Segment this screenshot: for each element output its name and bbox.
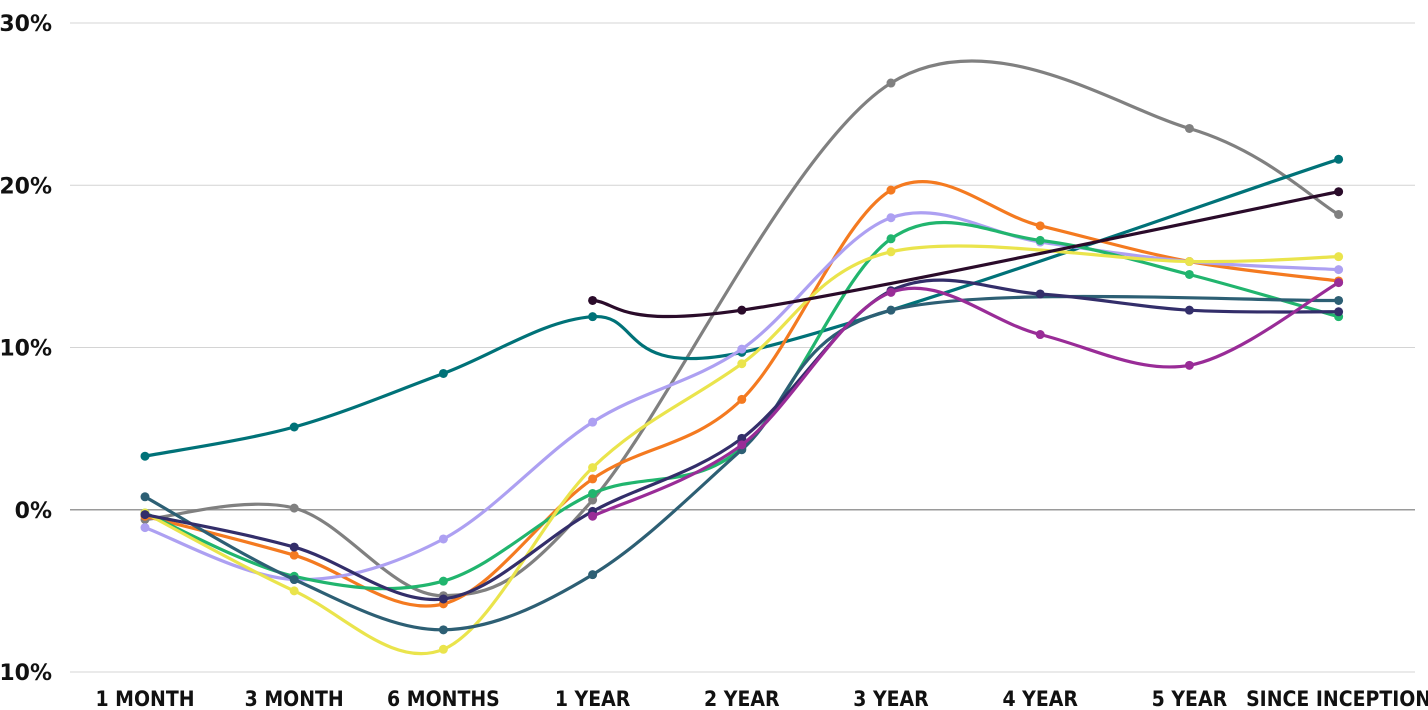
data-point — [140, 523, 150, 533]
data-point — [1334, 295, 1344, 305]
data-point — [588, 474, 598, 484]
data-point — [737, 344, 747, 354]
series-3 — [140, 179, 1344, 609]
x-tick-label: 5 YEAR — [1152, 687, 1228, 710]
data-point — [886, 247, 896, 257]
data-point — [737, 433, 747, 443]
series-10 — [588, 187, 1344, 319]
data-point — [438, 644, 448, 654]
data-point — [886, 234, 896, 244]
data-point — [1035, 289, 1045, 299]
data-point — [737, 305, 747, 315]
series-2 — [140, 154, 1344, 461]
data-point — [737, 394, 747, 404]
data-point — [289, 586, 299, 596]
series-7 — [140, 294, 1344, 635]
data-point — [1334, 187, 1344, 197]
data-point — [140, 451, 150, 461]
data-point — [588, 570, 598, 580]
series-line — [143, 59, 1341, 598]
series-line — [143, 179, 1341, 608]
y-tick-label: 20% — [0, 174, 52, 199]
data-point — [1035, 235, 1045, 245]
series-layer — [140, 59, 1344, 656]
data-point — [886, 185, 896, 195]
data-point — [438, 625, 448, 635]
data-point — [1184, 305, 1194, 315]
x-tick-label: 3 YEAR — [853, 687, 929, 710]
y-tick-label: 0% — [15, 499, 52, 524]
data-point — [1334, 252, 1344, 262]
data-point — [588, 489, 598, 499]
data-point — [438, 594, 448, 604]
data-point — [289, 503, 299, 513]
data-point — [289, 542, 299, 552]
series-9 — [588, 278, 1344, 521]
data-point — [1334, 209, 1344, 219]
y-tick-label: 30% — [0, 12, 52, 37]
data-point — [588, 463, 598, 473]
data-point — [438, 576, 448, 586]
data-point — [1035, 330, 1045, 340]
data-point — [588, 417, 598, 427]
series-line — [143, 244, 1341, 656]
data-point — [737, 440, 747, 450]
y-tick-label: -10% — [0, 661, 52, 686]
data-point — [886, 78, 896, 88]
x-axis: 1 MONTH 3 MONTH 6 MONTHS 1 YEAR 2 YEAR 3 YEAR… — [95, 687, 1428, 710]
series-line — [591, 281, 1341, 518]
data-point — [438, 534, 448, 544]
series-line — [143, 220, 1341, 591]
data-point — [1334, 265, 1344, 275]
series-6 — [140, 244, 1344, 656]
data-point — [588, 511, 598, 521]
series-line — [591, 190, 1341, 319]
series-1 — [140, 59, 1344, 601]
data-point — [588, 312, 598, 322]
x-tick-label: 3 MONTH — [245, 687, 344, 710]
data-point — [1184, 360, 1194, 370]
data-point — [588, 295, 598, 305]
data-point — [886, 213, 896, 223]
data-point — [737, 359, 747, 369]
data-point — [289, 550, 299, 560]
data-point — [1184, 269, 1194, 279]
y-axis: -10% 0% 10% 20% 30% — [0, 12, 52, 686]
data-point — [1184, 123, 1194, 133]
data-point — [886, 305, 896, 315]
data-point — [140, 510, 150, 520]
series-5 — [140, 220, 1344, 591]
data-point — [886, 287, 896, 297]
data-point — [438, 368, 448, 378]
data-point — [289, 422, 299, 432]
x-tick-label: 2 YEAR — [704, 687, 780, 710]
data-point — [1334, 278, 1344, 288]
x-tick-label: 1 YEAR — [555, 687, 631, 710]
data-point — [1184, 257, 1194, 267]
data-point — [588, 495, 598, 505]
x-tick-label: SINCE INCEPTION — [1246, 687, 1428, 710]
x-tick-label: 4 YEAR — [1002, 687, 1078, 710]
y-tick-label: 10% — [0, 337, 52, 362]
x-tick-label: 1 MONTH — [95, 687, 194, 710]
x-tick-label: 6 MONTHS — [387, 687, 500, 710]
data-point — [1035, 221, 1045, 231]
data-point — [1334, 154, 1344, 164]
data-point — [289, 575, 299, 585]
data-point — [1334, 307, 1344, 317]
data-point — [140, 492, 150, 502]
